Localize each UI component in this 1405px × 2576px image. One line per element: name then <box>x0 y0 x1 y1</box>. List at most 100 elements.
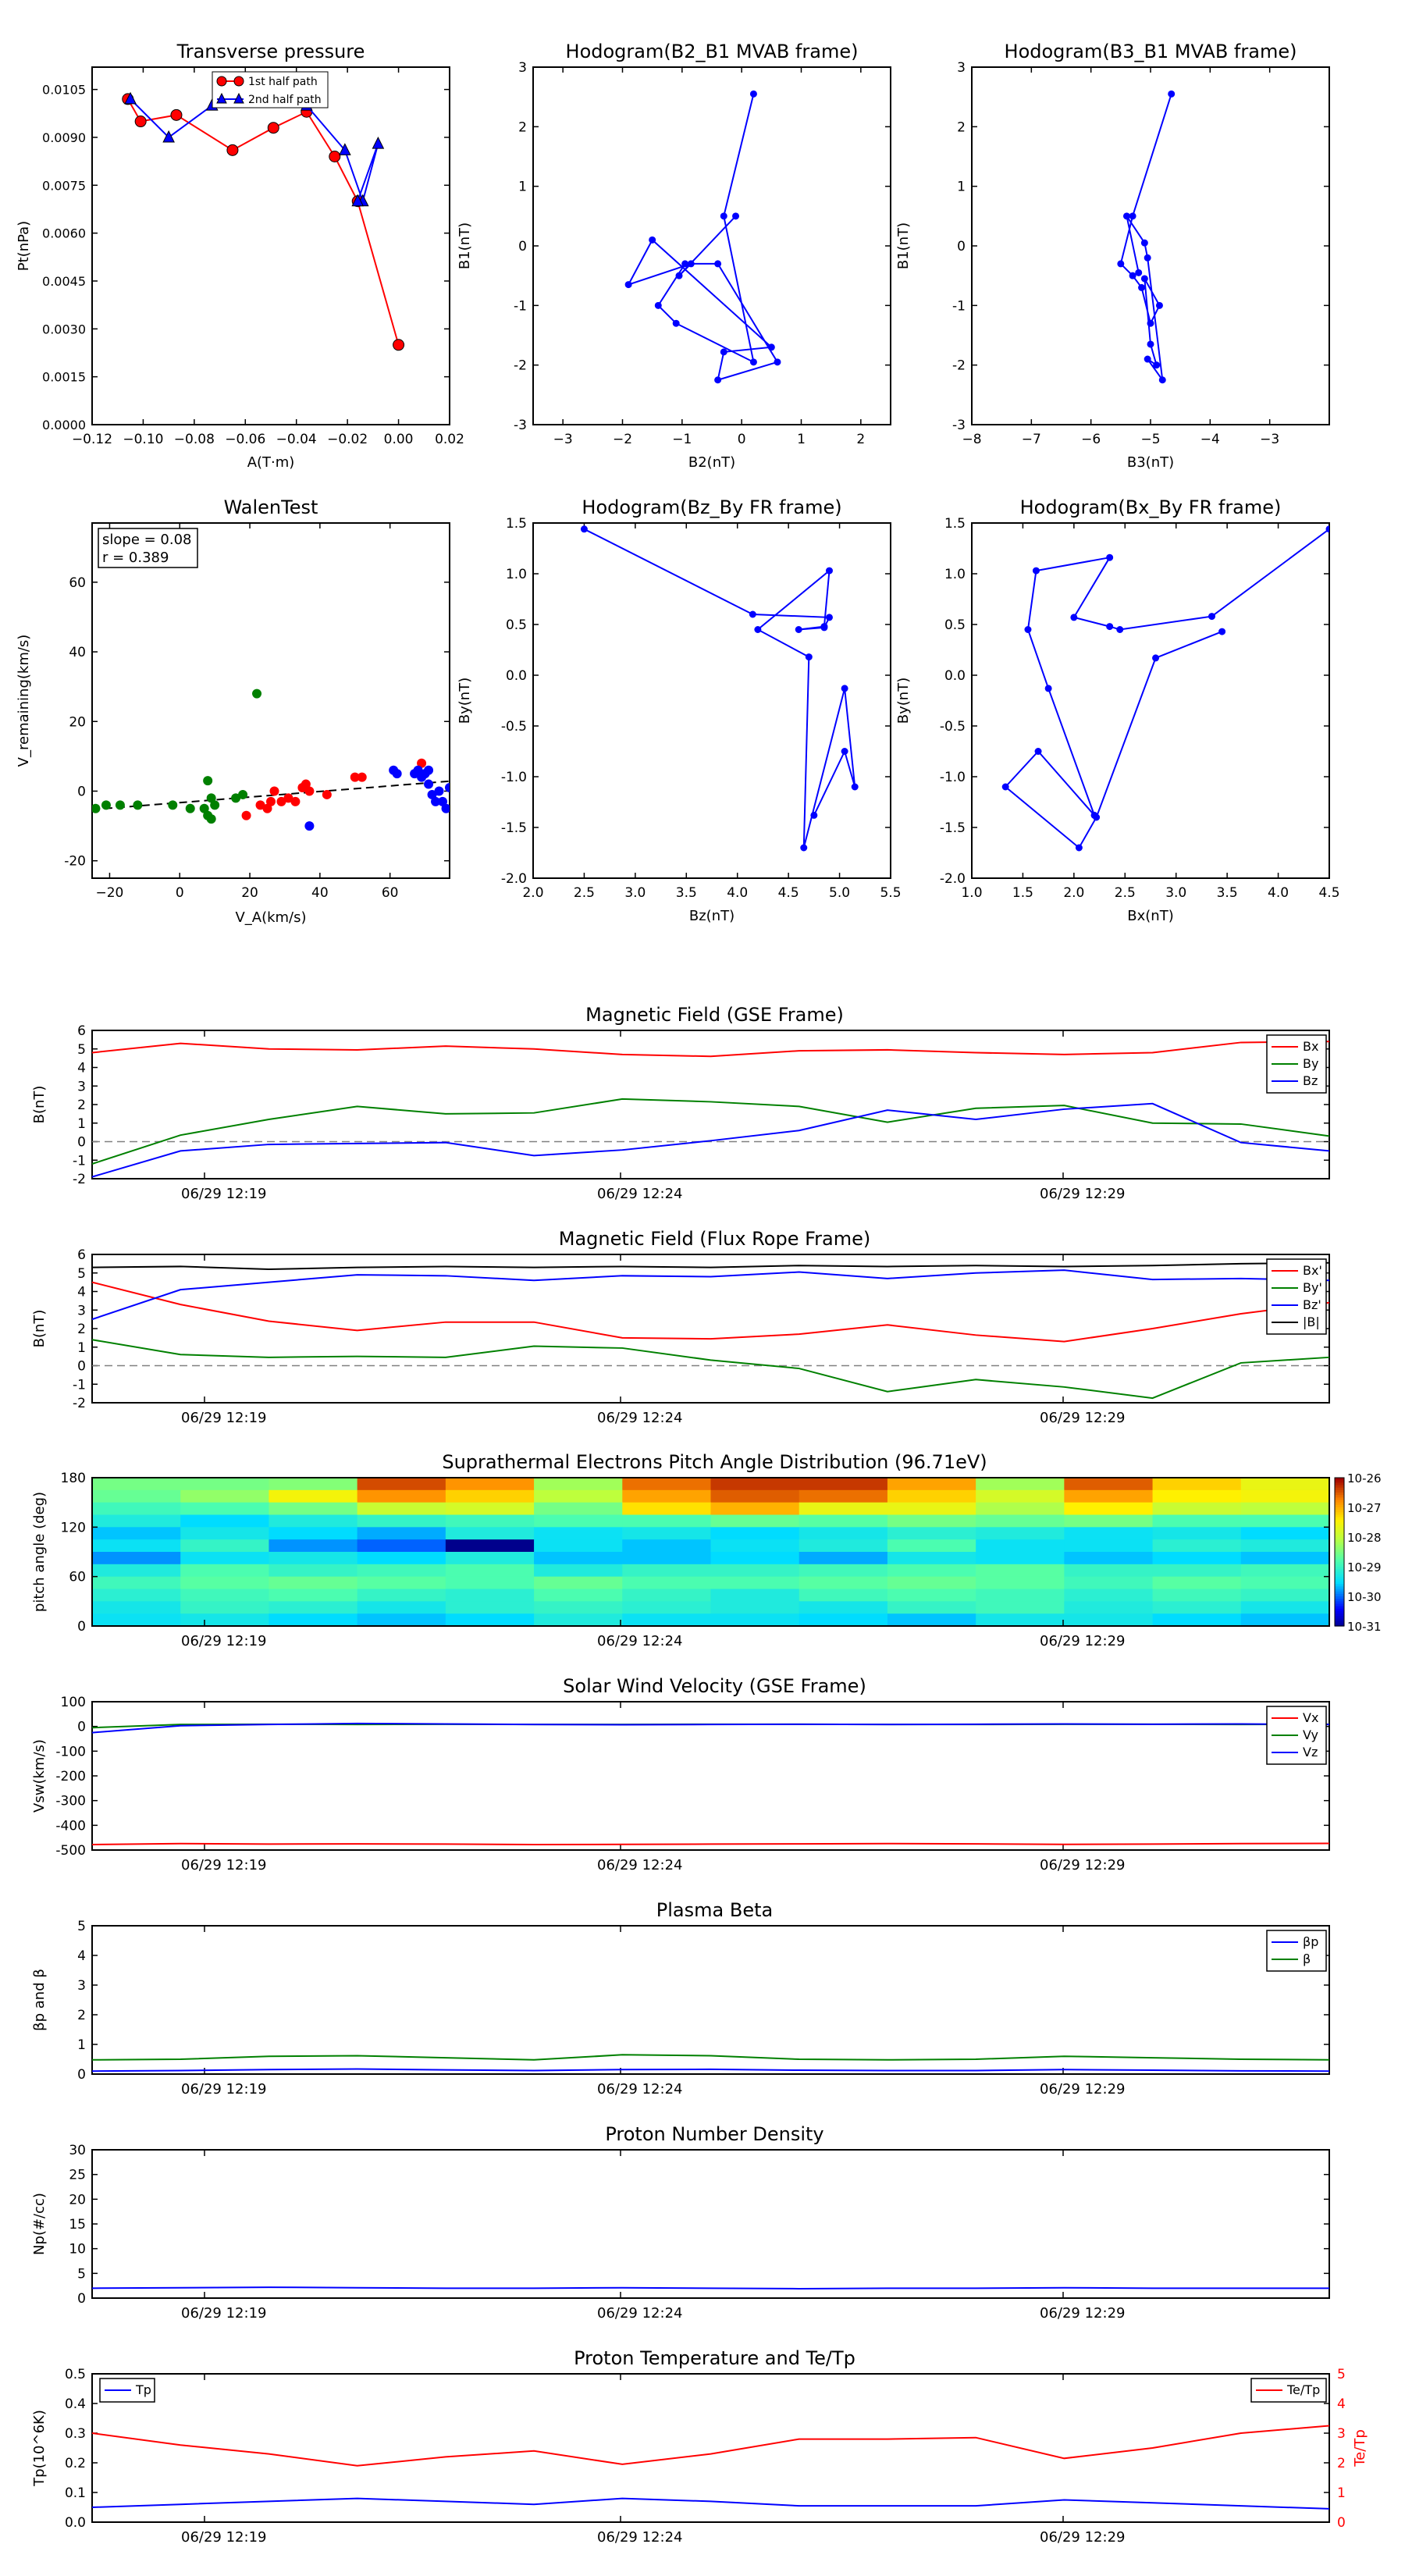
transverse-panel: 0.0000 0.0015 0.0030 0.0045 0.0060 0.0075 0.00… <box>16 41 464 471</box>
pad-cell <box>180 1564 269 1578</box>
walen-ytick-label: 20 <box>69 714 86 730</box>
hodo_bz_by-point <box>851 783 859 791</box>
walen-point <box>290 796 301 806</box>
tp-axes-frame <box>91 2373 1330 2523</box>
hodo_b2b1-point <box>672 319 680 327</box>
bfr-ytick-label: 4 <box>77 1285 86 1300</box>
hodo_b3b1-point <box>1144 254 1151 262</box>
hodo_b2b1-xtick-label: 2 <box>856 432 865 447</box>
pad-colorbar-segment <box>1335 1493 1344 1496</box>
transverse-point <box>162 130 175 143</box>
np-series-Np <box>91 2286 1329 2290</box>
walen-point <box>252 688 262 699</box>
beta-legend-label: β <box>1303 1952 1311 1966</box>
hodo_bx_by-ytick-label: -1.0 <box>940 770 966 785</box>
hodo_b3b1-point <box>1155 301 1163 309</box>
walen-point <box>283 793 293 803</box>
transverse-title: Transverse pressure <box>176 41 365 62</box>
pad-cell <box>269 1564 358 1578</box>
pad-cell <box>1152 1601 1242 1614</box>
vsw-xtick-label: 06/29 12:29 <box>1040 1857 1125 1873</box>
np-ytick-label: 5 <box>77 2266 86 2282</box>
hodo_bx_by-title: Hodogram(Bx_By FR frame) <box>1020 496 1282 518</box>
transverse-point <box>372 137 385 149</box>
pad-colorbar-segment <box>1335 1621 1344 1624</box>
hodo_b3b1-point <box>1129 212 1136 220</box>
transverse-ytick-label: 0.0000 <box>42 418 86 432</box>
beta-legend-label: βp <box>1303 1934 1318 1949</box>
hodo_bz_by-ytick-label: -1.0 <box>501 770 527 785</box>
hodo_bz_by-point <box>825 567 833 575</box>
bfr-ytick-label: -2 <box>73 1396 86 1411</box>
hodo_b3b1-point <box>1147 319 1154 327</box>
pad-cell <box>534 1601 623 1614</box>
tp-ylabel: Tp(10^6K) <box>31 2410 48 2487</box>
bfr-title: Magnetic Field (Flux Rope Frame) <box>559 1228 870 1250</box>
tp-xtick-label: 06/29 12:19 <box>181 2529 266 2546</box>
transverse-xtick-label: −0.04 <box>276 432 317 447</box>
pad-colorbar-segment <box>1335 1522 1344 1525</box>
pad-cell <box>1064 1576 1154 1589</box>
pad-cell <box>1064 1539 1154 1553</box>
walen-point <box>413 765 423 775</box>
pad-cell <box>269 1527 358 1540</box>
pad-cell <box>799 1601 888 1614</box>
bgse-ytick-label: -1 <box>73 1153 86 1169</box>
hodo_b2b1-xtick-label: 0 <box>738 432 746 447</box>
pad-cell <box>92 1514 181 1528</box>
hodo_b2b1-xtick-label: −2 <box>613 432 632 447</box>
vsw-series-Vx <box>91 1842 1330 1846</box>
vsw-ytick-label: -300 <box>55 1794 86 1809</box>
pad-colorbar-segment <box>1335 1567 1344 1570</box>
hodo_bx_by-xtick-label: 1.5 <box>1012 885 1033 901</box>
transverse-legend-marker <box>216 92 227 104</box>
pad-colorbar-segment <box>1335 1606 1344 1610</box>
np-ytick-label: 20 <box>69 2192 86 2208</box>
pad-cell <box>269 1601 358 1614</box>
walen-point <box>266 796 276 806</box>
tp-ytick-right-label: 0 <box>1337 2515 1346 2531</box>
pad-colorbar-label: 10-27 <box>1347 1501 1382 1515</box>
np-ylabel: Np(#/cc) <box>31 2193 48 2255</box>
tp-title: Proton Temperature and Te/Tp <box>574 2347 855 2369</box>
vsw-legend-label: Vy <box>1303 1727 1318 1742</box>
beta-ytick-label: 2 <box>77 2008 86 2023</box>
pad-cell <box>1064 1601 1154 1614</box>
tp-series-Tp <box>91 2497 1330 2510</box>
hodo_b3b1-point <box>1144 355 1151 363</box>
pad-colorbar-segment <box>1335 1582 1344 1585</box>
pad-xtick-label: 06/29 12:19 <box>181 1633 266 1649</box>
pad-colorbar-label: 10-31 <box>1347 1620 1382 1634</box>
pad-cell <box>534 1614 623 1627</box>
hodo_bx_by-point <box>1075 844 1083 852</box>
pad-colorbar-segment <box>1335 1525 1344 1528</box>
bgse-xtick-label: 06/29 12:24 <box>597 1186 682 1202</box>
bgse-title: Magnetic Field (GSE Frame) <box>585 1004 844 1026</box>
pad-colorbar-segment <box>1335 1489 1344 1493</box>
np-ytick-label: 0 <box>77 2291 86 2307</box>
bfr-ytick-label: 0 <box>77 1359 86 1375</box>
pad-cell <box>445 1539 535 1553</box>
pad-cell <box>1240 1564 1330 1578</box>
pad-cell <box>1240 1502 1330 1515</box>
transverse-xtick-label: −0.02 <box>327 432 368 447</box>
pad-cell <box>534 1514 623 1528</box>
pad-cell <box>1240 1614 1330 1627</box>
hodo_b3b1-point <box>1117 260 1125 268</box>
hodo_b2b1-point <box>749 90 757 98</box>
hodo_b2b1-ylabel: B1(nT) <box>457 222 473 269</box>
pad-cell <box>357 1564 446 1578</box>
pad-cell <box>357 1614 446 1627</box>
hodo_b2b1-ytick-label: 2 <box>518 119 527 135</box>
hodo_b3b1-point <box>1122 212 1130 220</box>
hodo_bx_by-point <box>1325 525 1329 533</box>
pad-cell <box>534 1589 623 1602</box>
pad-colorbar-segment <box>1335 1586 1344 1590</box>
pad-cell <box>799 1502 888 1515</box>
pad-colorbar-segment <box>1335 1504 1344 1508</box>
transverse-point <box>329 151 341 162</box>
pad-cell <box>1152 1576 1242 1589</box>
pad-cell <box>1064 1614 1154 1627</box>
beta-panel: 0 1 2 3 4 5 06/29 12:19 06/29 12:24 06/29 12:29 P… <box>31 1899 1330 2097</box>
